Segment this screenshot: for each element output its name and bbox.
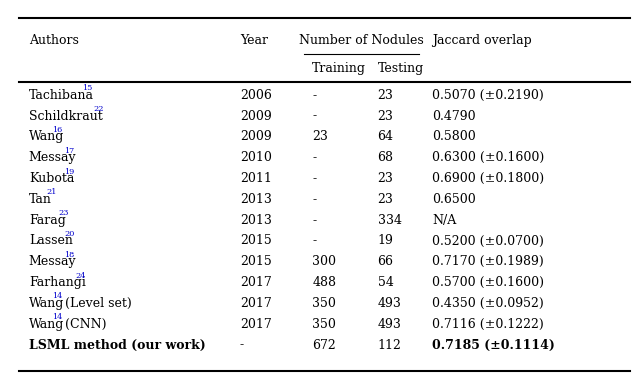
Text: 23: 23 (378, 89, 394, 102)
Text: 0.5070 (±0.2190): 0.5070 (±0.2190) (432, 89, 544, 102)
Text: -: - (312, 193, 316, 206)
Text: LSML method (our work): LSML method (our work) (29, 338, 205, 352)
Text: 2010: 2010 (240, 151, 272, 164)
Text: 2017: 2017 (240, 318, 272, 331)
Text: 15: 15 (82, 84, 92, 92)
Text: Tachibana: Tachibana (29, 89, 94, 102)
Text: Training: Training (312, 61, 366, 75)
Text: 0.5700 (±0.1600): 0.5700 (±0.1600) (432, 276, 544, 289)
Text: 493: 493 (378, 318, 401, 331)
Text: Lassen: Lassen (29, 235, 73, 247)
Text: Wang: Wang (29, 130, 64, 144)
Text: 0.6500: 0.6500 (432, 193, 476, 206)
Text: 2013: 2013 (240, 214, 272, 227)
Text: 64: 64 (378, 130, 394, 144)
Text: -: - (240, 338, 244, 352)
Text: 68: 68 (378, 151, 394, 164)
Text: 350: 350 (312, 297, 336, 310)
Text: 22: 22 (93, 105, 104, 113)
Text: 19: 19 (64, 168, 74, 175)
Text: 2015: 2015 (240, 235, 272, 247)
Text: 0.6300 (±0.1600): 0.6300 (±0.1600) (432, 151, 544, 164)
Text: 2017: 2017 (240, 276, 272, 289)
Text: -: - (312, 214, 316, 227)
Text: Messay: Messay (29, 255, 76, 268)
Text: 0.4350 (±0.0952): 0.4350 (±0.0952) (432, 297, 544, 310)
Text: 0.5800: 0.5800 (432, 130, 476, 144)
Text: 21: 21 (47, 188, 57, 196)
Text: Number of Nodules: Number of Nodules (300, 34, 424, 47)
Text: Year: Year (240, 34, 268, 47)
Text: 23: 23 (312, 130, 328, 144)
Text: 2015: 2015 (240, 255, 272, 268)
Text: 23: 23 (378, 193, 394, 206)
Text: 0.5200 (±0.0700): 0.5200 (±0.0700) (432, 235, 544, 247)
Text: 17: 17 (64, 147, 74, 155)
Text: Tan: Tan (29, 193, 52, 206)
Text: 2011: 2011 (240, 172, 272, 185)
Text: 2017: 2017 (240, 297, 272, 310)
Text: -: - (312, 151, 316, 164)
Text: Messay: Messay (29, 151, 76, 164)
Text: 334: 334 (378, 214, 402, 227)
Text: 19: 19 (378, 235, 394, 247)
Text: 23: 23 (378, 110, 394, 123)
Text: 24: 24 (76, 272, 86, 280)
Text: 16: 16 (52, 126, 63, 134)
Text: Wang: Wang (29, 318, 64, 331)
Text: 300: 300 (312, 255, 337, 268)
Text: 0.7185 (±0.1114): 0.7185 (±0.1114) (432, 338, 555, 352)
Text: (Level set): (Level set) (61, 297, 132, 310)
Text: (CNN): (CNN) (61, 318, 107, 331)
Text: Jaccard overlap: Jaccard overlap (432, 34, 532, 47)
Text: 0.7170 (±0.1989): 0.7170 (±0.1989) (432, 255, 544, 268)
Text: 54: 54 (378, 276, 394, 289)
Text: 23: 23 (58, 209, 68, 217)
Text: 0.4790: 0.4790 (432, 110, 476, 123)
Text: 2009: 2009 (240, 130, 272, 144)
Text: 0.6900 (±0.1800): 0.6900 (±0.1800) (432, 172, 544, 185)
Text: 2006: 2006 (240, 89, 272, 102)
Text: 493: 493 (378, 297, 401, 310)
Text: 2013: 2013 (240, 193, 272, 206)
Text: Authors: Authors (29, 34, 79, 47)
Text: 66: 66 (378, 255, 394, 268)
Text: -: - (312, 110, 316, 123)
Text: 112: 112 (378, 338, 401, 352)
Text: 20: 20 (64, 230, 74, 238)
Text: -: - (312, 235, 316, 247)
Text: N/A: N/A (432, 214, 456, 227)
Text: Farhangi: Farhangi (29, 276, 86, 289)
Text: Schildkraut: Schildkraut (29, 110, 102, 123)
Text: Kubota: Kubota (29, 172, 74, 185)
Text: 23: 23 (378, 172, 394, 185)
Text: Wang: Wang (29, 297, 64, 310)
Text: 0.7116 (±0.1222): 0.7116 (±0.1222) (432, 318, 544, 331)
Text: 672: 672 (312, 338, 336, 352)
Text: Farag: Farag (29, 214, 66, 227)
Text: 14: 14 (52, 293, 63, 300)
Text: 488: 488 (312, 276, 337, 289)
Text: 18: 18 (64, 251, 74, 259)
Text: 14: 14 (52, 313, 63, 321)
Text: 350: 350 (312, 318, 336, 331)
Text: 2009: 2009 (240, 110, 272, 123)
Text: -: - (312, 89, 316, 102)
Text: Testing: Testing (378, 61, 424, 75)
Text: -: - (312, 172, 316, 185)
